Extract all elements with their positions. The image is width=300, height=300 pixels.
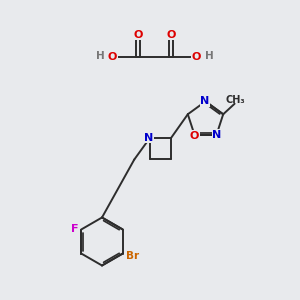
Text: O: O [133, 29, 143, 40]
Text: N: N [212, 130, 222, 140]
Text: O: O [190, 130, 199, 141]
Text: N: N [144, 133, 153, 143]
Text: H: H [205, 51, 214, 61]
Text: F: F [71, 224, 78, 234]
Text: H: H [95, 51, 104, 61]
Text: Br: Br [126, 251, 139, 261]
Text: CH₃: CH₃ [225, 95, 245, 105]
Text: O: O [108, 52, 117, 62]
Text: N: N [200, 96, 209, 106]
Text: O: O [166, 29, 176, 40]
Text: O: O [192, 52, 201, 62]
